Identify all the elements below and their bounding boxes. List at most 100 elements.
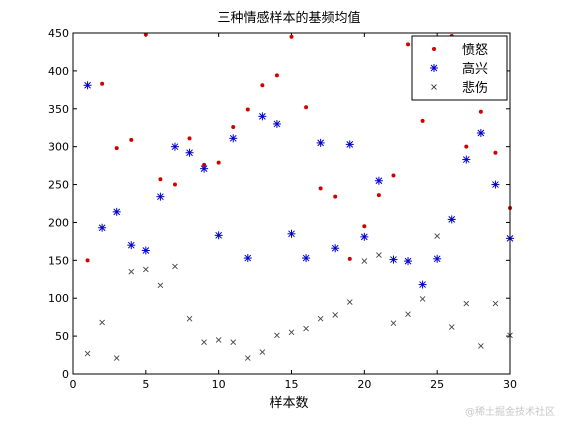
point-happy [127, 241, 136, 250]
point-sad [317, 315, 324, 322]
x-tick-label: 10 [212, 378, 226, 391]
point-sad [215, 337, 222, 343]
point-anger [245, 107, 250, 112]
point-anger [143, 32, 148, 37]
point-sad [376, 252, 382, 258]
legend-label: 高兴 [462, 61, 488, 77]
point-happy [476, 129, 485, 138]
y-tick-label: 350 [48, 103, 69, 116]
x-tick-label: 30 [503, 378, 517, 391]
legend-marker [430, 64, 438, 72]
x-tick-label: 15 [285, 378, 299, 391]
legend-item-sad: 悲伤 [431, 80, 488, 96]
plot-frame [72, 32, 511, 375]
legend-label: 愤怒 [462, 43, 488, 58]
point-anger [231, 124, 236, 129]
point-sad [463, 300, 470, 307]
point-anger [114, 146, 119, 151]
point-happy [243, 254, 252, 263]
point-happy [447, 215, 456, 224]
point-anger [333, 194, 338, 199]
point-sad [434, 233, 440, 239]
x-tick-label: 5 [142, 378, 149, 391]
point-sad [172, 263, 178, 270]
point-sad [99, 319, 105, 326]
point-anger [85, 258, 90, 263]
point-happy [170, 142, 179, 151]
point-anger [493, 150, 498, 155]
point-sad [390, 320, 397, 327]
point-happy [345, 140, 354, 149]
y-tick-label: 150 [48, 254, 69, 267]
point-anger [347, 256, 352, 261]
y-tick-label: 100 [48, 292, 69, 305]
point-sad [303, 325, 309, 332]
point-anger [464, 144, 469, 149]
point-sad [361, 258, 368, 264]
point-sad [478, 343, 484, 349]
point-anger [129, 137, 134, 142]
point-happy [156, 192, 165, 201]
point-happy [258, 112, 267, 121]
point-sad [288, 329, 295, 336]
y-tick-label: 250 [48, 179, 69, 192]
point-happy [98, 223, 107, 232]
point-anger [420, 118, 425, 123]
point-happy [229, 134, 238, 143]
legend-marker [432, 47, 436, 51]
point-happy [433, 254, 442, 263]
watermark: @稀土掘金技术社区 [465, 407, 555, 418]
point-happy [404, 257, 413, 266]
point-sad [230, 339, 237, 345]
point-anger [304, 105, 309, 110]
point-sad [274, 332, 280, 339]
point-happy [200, 164, 209, 173]
point-sad [419, 296, 426, 302]
point-happy [141, 246, 150, 255]
x-tick-label: 25 [430, 378, 444, 391]
point-sad [84, 350, 91, 357]
point-happy [83, 81, 92, 90]
point-anger [274, 73, 279, 78]
y-tick-label: 0 [62, 368, 69, 381]
point-anger [158, 177, 163, 182]
point-happy [418, 280, 427, 289]
y-tick-label: 450 [48, 27, 69, 40]
legend-box [411, 35, 508, 101]
point-anger [187, 136, 192, 141]
point-anger [478, 109, 483, 114]
legend-item-anger: 愤怒 [432, 43, 488, 58]
point-anger [216, 160, 221, 165]
point-anger [318, 186, 323, 191]
point-happy [272, 119, 281, 128]
point-happy [331, 244, 340, 253]
y-tick-label: 300 [48, 141, 69, 154]
y-tick-label: 200 [48, 216, 69, 229]
point-happy [491, 180, 500, 189]
point-sad [157, 282, 164, 289]
x-tick-label: 0 [70, 378, 77, 391]
point-anger [172, 182, 177, 187]
points-layer [83, 32, 514, 361]
point-happy [374, 176, 383, 185]
point-sad [448, 324, 455, 330]
point-anger [289, 34, 294, 39]
y-tick-label: 50 [55, 330, 69, 343]
point-sad [201, 339, 207, 345]
point-anger [260, 83, 265, 88]
chart-title: 三种情感样本的基频均值 [217, 10, 360, 26]
point-sad [143, 266, 149, 273]
point-happy [287, 229, 296, 238]
legend-item-happy: 高兴 [430, 61, 488, 77]
legend-label: 悲伤 [462, 80, 488, 96]
point-sad [346, 299, 353, 305]
point-happy [389, 255, 398, 264]
legend-marker [431, 84, 437, 90]
point-happy [462, 155, 471, 164]
x-axis-label: 样本数 [269, 396, 308, 411]
point-sad [113, 355, 120, 361]
point-sad [259, 349, 266, 355]
point-sad [244, 355, 251, 361]
